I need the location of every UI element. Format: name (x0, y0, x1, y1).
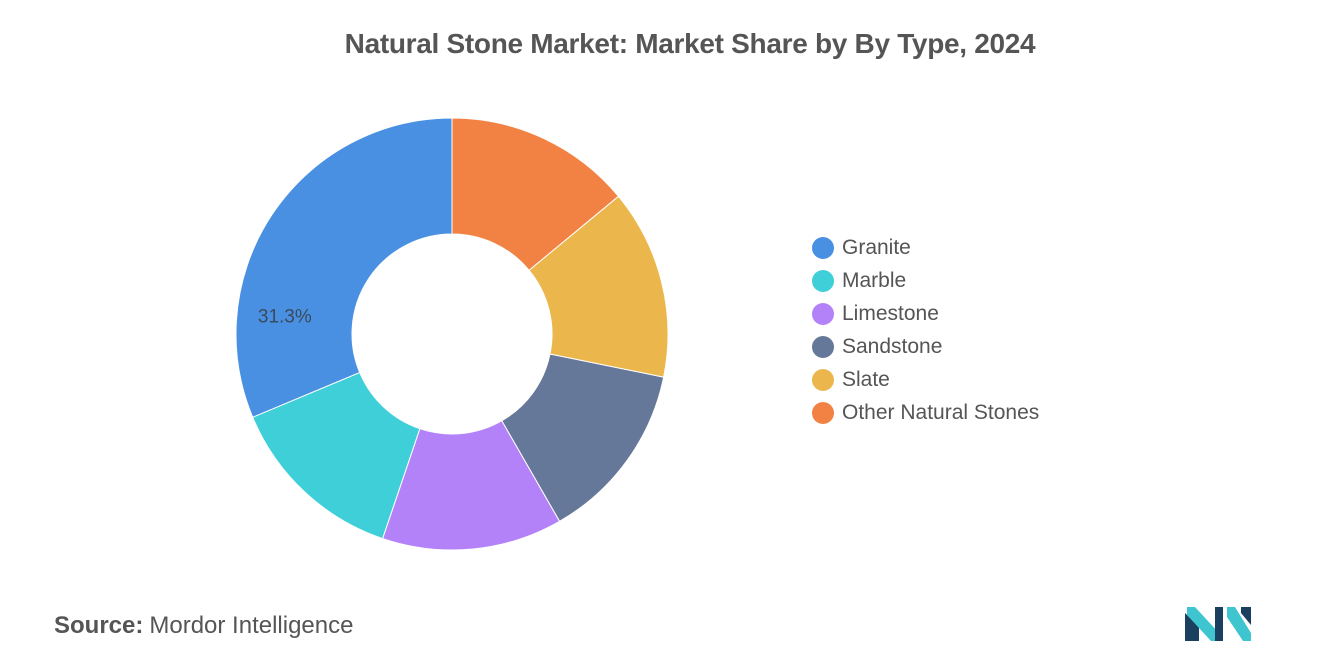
chart-title: Natural Stone Market: Market Share by By… (344, 28, 1036, 59)
donut-slice-slate (528, 195, 669, 378)
legend-item-granite: Granite (812, 231, 1039, 264)
mordor-intelligence-logo-icon (1185, 607, 1251, 641)
source-value: Mordor Intelligence (149, 612, 354, 639)
legend-item-sandstone: Sandstone (812, 330, 1039, 363)
donut-slice-other-natural-stones (451, 117, 620, 271)
legend-label: Marble (842, 268, 907, 292)
legend-label: Sandstone (842, 334, 943, 358)
source-label: Source: (54, 612, 144, 639)
legend: Granite Marble Limestone Sandstone Slate… (812, 231, 1039, 429)
legend-swatch-sandstone (812, 335, 834, 358)
legend-swatch-marble (812, 269, 834, 292)
legend-swatch-other (812, 401, 834, 424)
legend-swatch-slate (812, 368, 834, 391)
legend-label: Limestone (842, 301, 939, 325)
legend-item-marble: Marble (812, 264, 1039, 297)
donut-slices (235, 117, 669, 551)
donut-slice-granite (235, 117, 453, 418)
legend-swatch-granite (812, 236, 834, 259)
legend-item-limestone: Limestone (812, 297, 1039, 330)
data-label-granite: 31.3% (258, 306, 312, 327)
legend-label: Slate (842, 367, 890, 391)
legend-label: Other Natural Stones (842, 400, 1040, 424)
legend-swatch-limestone (812, 302, 834, 325)
legend-label: Granite (842, 235, 911, 259)
legend-item-slate: Slate (812, 363, 1039, 396)
legend-item-other-natural-stones: Other Natural Stones (812, 396, 1039, 429)
data-labels: 31.3% (258, 306, 312, 327)
source-line: Source: Mordor Intelligence (54, 612, 353, 640)
